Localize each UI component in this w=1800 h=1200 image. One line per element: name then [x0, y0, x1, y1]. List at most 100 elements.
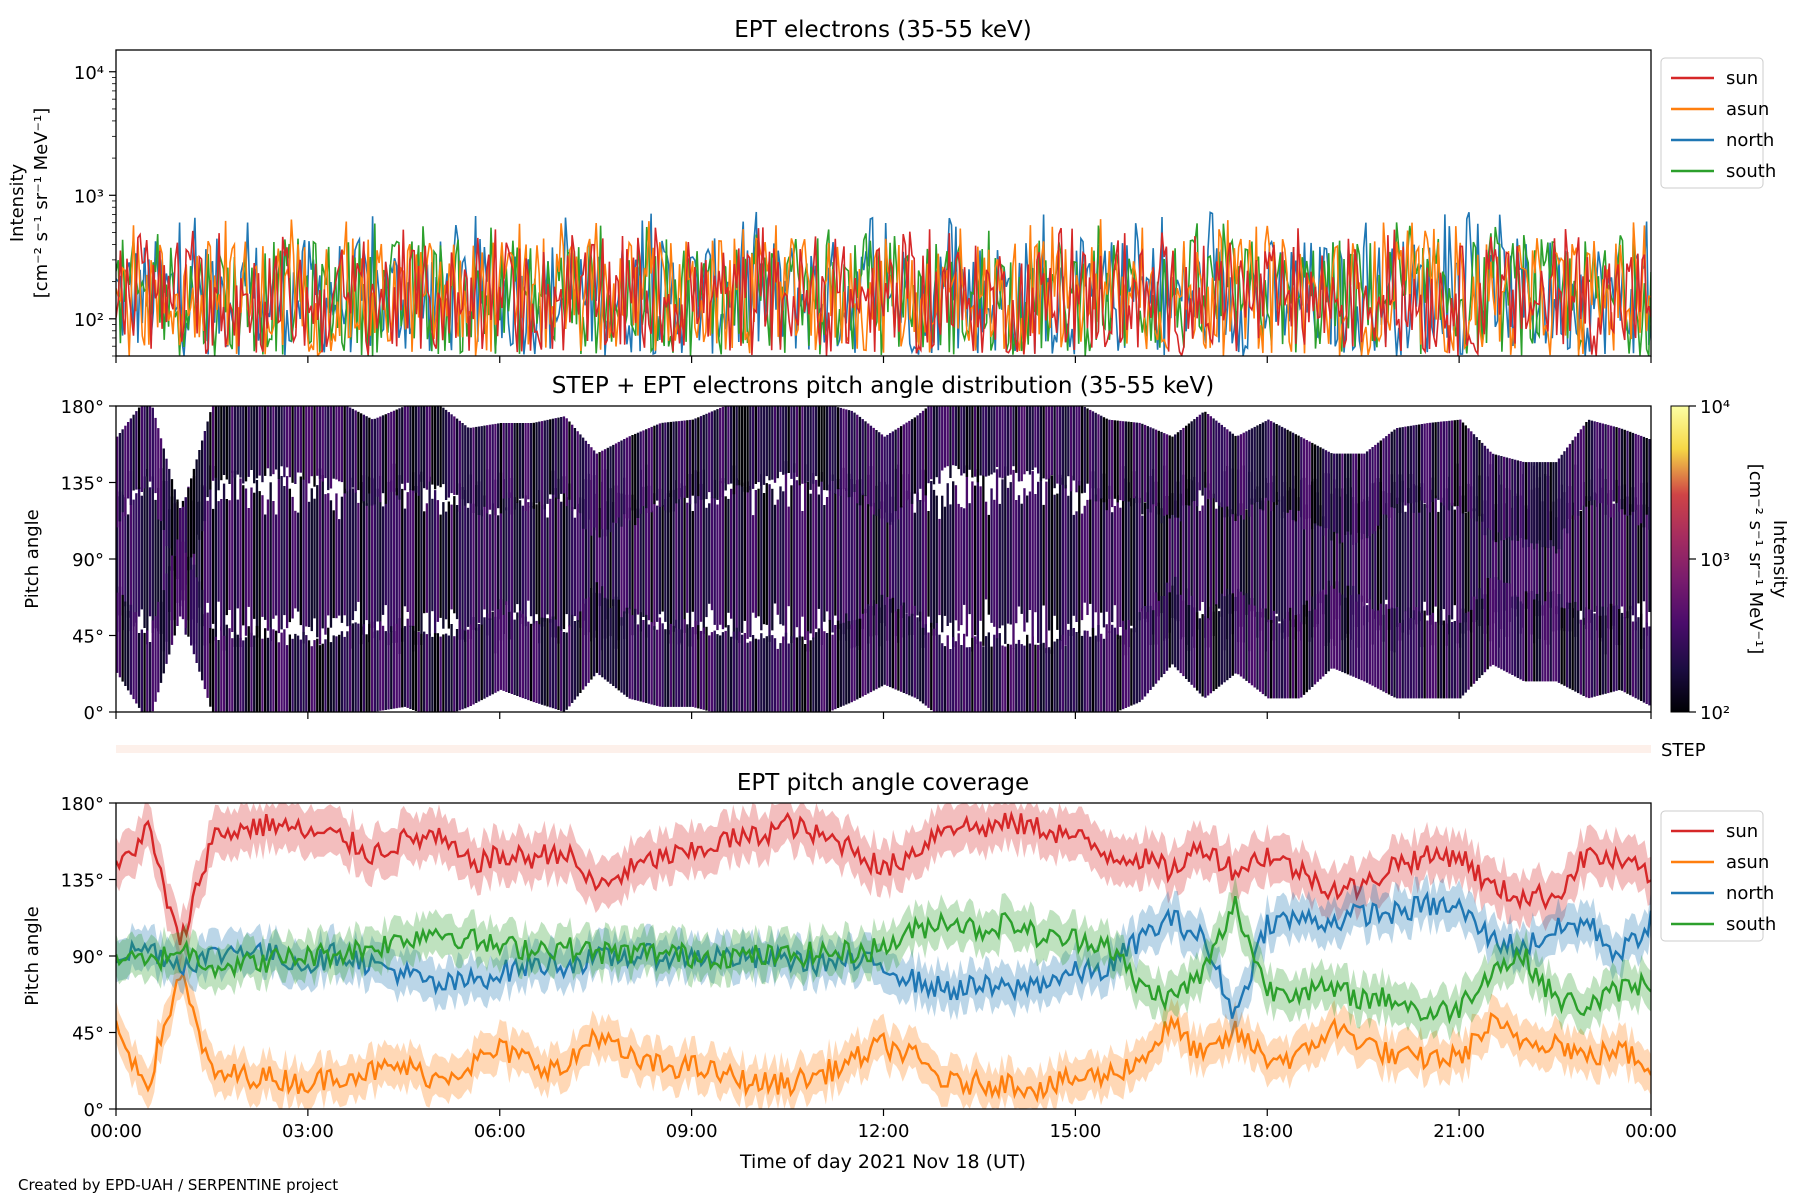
heat-asun: [976, 639, 980, 712]
heat-sun: [1450, 420, 1454, 506]
step-strip: [116, 745, 1651, 753]
heat-asun: [899, 605, 903, 692]
heat-core: [1596, 493, 1599, 631]
heat-sun: [935, 406, 938, 478]
heat-sun: [1393, 429, 1396, 509]
heat-asun: [274, 630, 278, 712]
heat-sun: [757, 406, 760, 483]
heat-asun: [708, 635, 711, 712]
panel-pitch-angle-distribution: STEP + EPT electrons pitch angle distrib…: [22, 373, 1790, 761]
heat-asun: [968, 647, 971, 712]
heat-sun: [1546, 462, 1550, 548]
heat-sun: [1415, 424, 1418, 503]
heat-core: [672, 489, 675, 632]
heat-sun: [806, 406, 810, 482]
heat-sun: [486, 425, 489, 514]
heat-sun: [957, 406, 960, 470]
heat-asun: [1489, 578, 1492, 667]
heat-asun: [1201, 614, 1204, 697]
heat-sun: [719, 407, 722, 498]
heat-sun: [192, 468, 196, 554]
heat-core: [847, 473, 851, 630]
heat-sun: [132, 414, 135, 491]
heat-asun: [894, 611, 897, 690]
heat-asun: [960, 645, 963, 712]
heat-sun: [658, 423, 662, 507]
heat-sun: [513, 423, 516, 510]
heat-asun: [1552, 591, 1555, 682]
heat-sun: [976, 406, 980, 483]
heat-core: [1354, 503, 1358, 627]
heat-core: [1176, 481, 1180, 622]
heat-core: [571, 507, 574, 621]
y-tick-label: 10⁴: [74, 63, 104, 84]
heat-core: [1020, 503, 1023, 614]
heat-asun: [1568, 602, 1572, 689]
heat-core: [694, 470, 697, 635]
heat-asun: [192, 564, 196, 655]
colorbar: [1670, 405, 1690, 713]
x-tick-label: 21:00: [1433, 1121, 1485, 1142]
heat-sun: [335, 406, 338, 480]
heat-asun: [1047, 647, 1051, 712]
heat-asun: [1058, 640, 1062, 712]
heat-core: [395, 488, 398, 643]
heat-core: [875, 485, 878, 636]
heat-core: [1527, 508, 1530, 609]
heat-asun: [782, 636, 785, 712]
heat-core: [1023, 488, 1026, 632]
heat-core: [946, 483, 949, 626]
heat-asun: [521, 613, 525, 699]
heat-asun: [162, 590, 165, 674]
heat-asun: [1527, 592, 1530, 682]
heat-core: [1390, 474, 1393, 651]
legend-box: [1660, 57, 1764, 189]
heat-core: [1272, 475, 1276, 641]
heat-sun: [1428, 422, 1432, 513]
heat-sun: [834, 406, 837, 494]
heat-asun: [1185, 588, 1188, 679]
heat-asun: [1004, 646, 1007, 712]
legend-label-sun: sun: [1726, 821, 1758, 842]
x-tick-label: 06:00: [474, 1121, 526, 1142]
x-tick-label: 09:00: [666, 1121, 718, 1142]
heat-sun: [1001, 406, 1004, 479]
heat-core: [507, 492, 511, 640]
heat-asun: [1086, 630, 1089, 712]
heat-sun: [1489, 451, 1492, 530]
heat-sun: [1609, 425, 1613, 518]
heat-sun: [1431, 422, 1435, 502]
heat-asun: [891, 597, 895, 689]
heat-asun: [1300, 622, 1303, 698]
heat-core: [261, 495, 264, 617]
heat-asun: [1174, 576, 1177, 668]
heat-asun: [1623, 617, 1626, 693]
heat-asun: [943, 646, 947, 712]
heat-core: [1587, 496, 1591, 623]
heat-sun: [376, 417, 379, 497]
heat-sun: [1368, 449, 1371, 537]
heat-asun: [694, 621, 697, 708]
heat-core: [505, 507, 508, 605]
heat-sun: [148, 406, 152, 482]
legend-label-north: north: [1726, 883, 1774, 904]
heat-sun: [551, 418, 555, 495]
heat-sun: [560, 417, 563, 494]
heat-core: [1280, 496, 1284, 633]
heat-asun: [357, 623, 360, 712]
heat-asun: [916, 617, 919, 700]
heat-asun: [560, 630, 563, 711]
heat-core: [1338, 496, 1341, 606]
heat-asun: [318, 645, 322, 712]
heat-core: [757, 488, 760, 617]
heat-sun: [1434, 422, 1437, 499]
heat-sun: [159, 438, 163, 522]
heat-core: [1248, 471, 1251, 652]
heat-core: [568, 483, 571, 627]
heat-sun: [1308, 441, 1311, 519]
heat-sun: [497, 423, 500, 509]
heat-core: [705, 507, 708, 618]
heat-asun: [1020, 644, 1023, 712]
heat-asun: [814, 632, 818, 712]
